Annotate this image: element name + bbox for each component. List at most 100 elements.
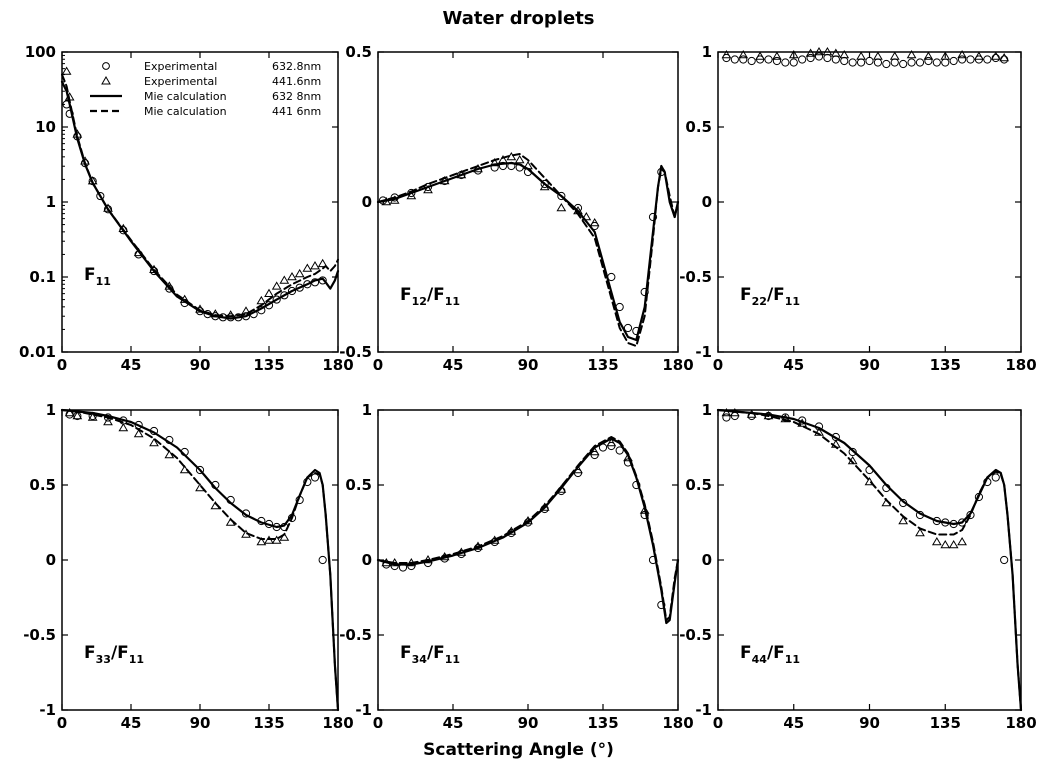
y-tick-label: 0.01 [19,343,56,361]
marker-circle [730,55,739,64]
marker-triangle [915,528,925,537]
marker-circle [648,212,658,222]
marker-triangle [61,66,72,75]
marker-triangle [814,47,824,56]
marker-triangle [456,170,467,179]
marker-triangle [103,203,113,212]
marker-triangle [906,50,917,59]
marker-circle [991,473,1000,482]
marker-triangle [317,258,328,268]
marker-triangle [573,206,583,215]
y-tick-label: 1 [702,43,712,61]
marker-triangle [271,535,282,544]
marker-triangle [847,456,858,465]
x-tick-label: 135 [587,356,618,374]
marker-circle [241,312,251,321]
marker-circle [949,519,958,529]
x-tick-label: 0 [713,714,723,732]
marker-circle [180,298,189,308]
x-tick-label: 90 [859,356,880,374]
panel-label: F44/F11 [740,643,800,666]
x-tick-label: 180 [662,714,693,732]
panel-label: F11 [84,265,111,288]
marker-circle [573,203,583,213]
y-tick-label: 10 [35,118,56,136]
y-tick-label: 0.5 [29,476,56,494]
marker-triangle [164,450,175,459]
panel-label: F33/F11 [84,643,144,666]
marker-triangle [573,465,583,474]
series-dashed-line [61,73,339,318]
marker-triangle [118,423,129,432]
marker-circle [195,465,205,475]
marker-triangle [64,408,75,417]
y-tick-label: 0 [362,551,372,569]
marker-triangle [523,516,533,525]
marker-circle [310,473,320,482]
marker-triangle [889,51,900,60]
legend-label: Mie calculation [144,105,227,118]
marker-triangle [506,526,517,535]
marker-circle [772,56,782,66]
marker-triangle [523,161,533,170]
marker-triangle [279,532,290,541]
marker-circle [134,420,143,430]
series-dashed-line [377,153,679,347]
x-tick-label: 45 [783,356,804,374]
marker-circle [848,58,857,67]
marker-triangle [721,50,732,59]
marker-circle [287,513,297,523]
legend-wavelength: 632.8nm [272,60,321,73]
marker-triangle [389,195,400,204]
marker-circle [507,161,516,171]
marker-circle [949,56,958,66]
x-axis-label: Scattering Angle (°) [423,740,614,760]
marker-circle [65,410,74,419]
y-tick-label: -0.5 [339,343,372,361]
marker-circle [798,55,807,64]
marker-circle [814,422,824,431]
marker-circle [798,416,807,425]
y-tick-label: -1 [695,343,712,361]
marker-circle [789,58,798,67]
marker-circle [983,55,992,64]
panel-f22-over-f11: 0 45 90 135 180 -1 -0.5 0 0.5 1 F22/F11 [679,43,1036,374]
y-tick-label: 0 [46,551,56,569]
y-tick-label: -0.5 [339,626,372,644]
marker-triangle [606,438,617,447]
legend-label: Experimental [144,75,217,88]
marker-triangle [241,529,251,538]
marker-triangle [974,51,984,60]
marker-triangle [264,288,274,297]
marker-triangle [999,53,1010,62]
marker-circle [318,555,327,565]
marker-triangle [589,447,600,456]
x-tick-label: 135 [253,714,284,732]
marker-triangle [210,309,221,318]
marker-circle [632,480,641,490]
marker-circle [318,276,327,285]
marker-circle [1000,55,1009,64]
marker-circle [241,509,251,518]
marker-triangle [264,535,274,544]
marker-triangle [473,541,483,550]
marker-triangle [118,223,129,233]
series-dashed-line [377,436,679,621]
marker-circle [423,182,433,192]
marker-triangle [830,48,841,57]
marker-triangle [990,51,1001,60]
marker-triangle [225,517,236,526]
x-tick-label: 45 [121,714,142,732]
marker-triangle [256,537,267,546]
marker-triangle [381,558,392,567]
marker-circle [1000,555,1009,565]
marker-circle [915,58,925,67]
x-tick-label: 135 [930,714,961,732]
marker-triangle [72,411,83,420]
marker-circle [390,193,399,202]
marker-triangle [948,540,959,549]
panel-f44-over-f11: 0 45 90 135 180 -1 -0.5 0 0.5 1 F44/F11 [679,401,1036,732]
marker-circle [540,179,549,189]
marker-circle [490,163,499,172]
marker-triangle [179,465,190,474]
